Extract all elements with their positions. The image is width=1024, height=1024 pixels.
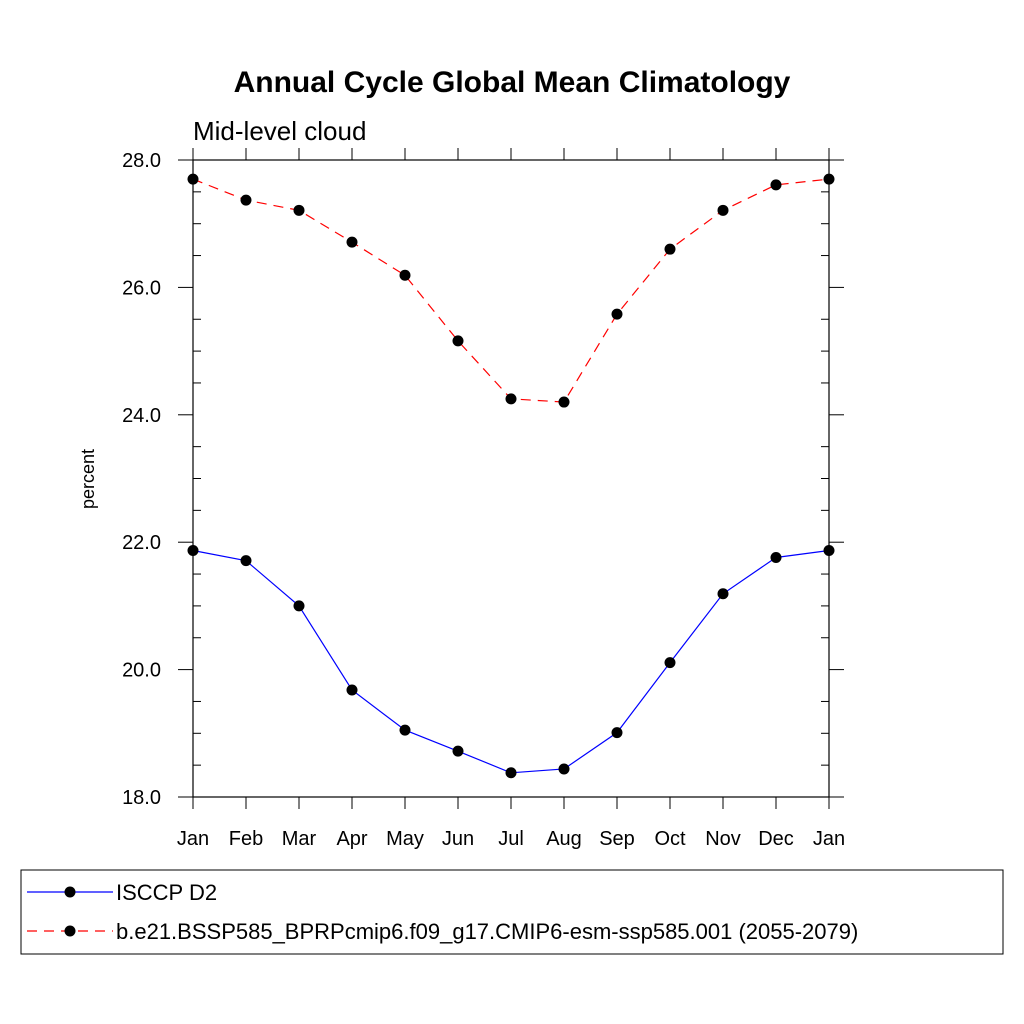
chart-subtitle: Mid-level cloud [193, 116, 366, 146]
series-line-1 [192, 549, 830, 774]
data-point-series-1 [452, 745, 464, 757]
y-axis-label: percent [78, 449, 98, 509]
data-point-series-2 [664, 243, 676, 255]
x-tick-label: Nov [705, 828, 741, 850]
data-point-series-1 [399, 724, 411, 736]
data-point-series-1 [187, 544, 199, 556]
legend-label-2: b.e21.BSSP585_BPRPcmip6.f09_g17.CMIP6-es… [116, 919, 858, 944]
x-tick-label: Jan [177, 828, 209, 850]
data-point-series-2 [452, 335, 464, 347]
x-tick-label: Apr [336, 828, 367, 850]
x-tick-label: Oct [654, 828, 686, 850]
chart-title: Annual Cycle Global Mean Climatology [234, 66, 791, 99]
data-point-series-2 [399, 269, 411, 281]
y-tick-label: 20.0 [122, 660, 161, 682]
x-tick-label: May [386, 828, 424, 850]
legend-marker-1 [64, 886, 76, 898]
series-layer [187, 173, 835, 779]
data-point-series-1 [505, 767, 517, 779]
data-point-series-1 [717, 588, 729, 600]
legend-marker-2 [64, 925, 76, 937]
y-tick-label: 22.0 [122, 532, 161, 554]
legend-box [20, 869, 1004, 955]
data-point-series-2 [558, 396, 570, 408]
x-tick-label: Jul [498, 828, 524, 850]
data-point-series-1 [664, 657, 676, 669]
data-point-series-1 [293, 600, 305, 612]
y-tick-label: 24.0 [122, 405, 161, 427]
y-tick-label: 26.0 [122, 277, 161, 299]
data-point-series-1 [346, 684, 358, 696]
data-point-series-2 [240, 194, 252, 206]
data-point-series-1 [823, 544, 835, 556]
series-line-2 [192, 178, 830, 403]
data-point-series-1 [240, 555, 252, 567]
plot-frame [192, 159, 830, 798]
y-tick-label: 28.0 [122, 150, 161, 172]
x-tick-label: Aug [546, 828, 582, 850]
data-point-series-2 [823, 173, 835, 185]
legend-label-1: ISCCP D2 [116, 880, 217, 905]
data-point-series-2 [505, 393, 517, 405]
data-point-series-1 [558, 763, 570, 775]
data-point-series-2 [717, 204, 729, 216]
data-point-series-2 [346, 236, 358, 248]
x-tick-label: Jan [813, 828, 845, 850]
data-point-series-2 [187, 173, 199, 185]
legend: ISCCP D2 b.e21.BSSP585_BPRPcmip6.f09_g17.… [27, 880, 858, 944]
x-tick-label: Jun [442, 828, 474, 850]
x-tick-label: Mar [282, 828, 317, 850]
axis-tick-labels: Jan Feb Mar Apr May Jun Jul Aug Sep Oct Nov Dec Jan 1… [122, 150, 845, 850]
axis-ticks [178, 148, 844, 809]
data-point-series-1 [611, 727, 623, 739]
data-point-series-2 [770, 179, 782, 191]
data-point-series-2 [293, 204, 305, 216]
y-tick-label: 18.0 [122, 787, 161, 809]
x-tick-label: Feb [229, 828, 263, 850]
data-point-series-1 [770, 551, 782, 563]
data-point-series-2 [611, 308, 623, 320]
x-tick-label: Dec [758, 828, 794, 850]
x-tick-label: Sep [599, 828, 635, 850]
